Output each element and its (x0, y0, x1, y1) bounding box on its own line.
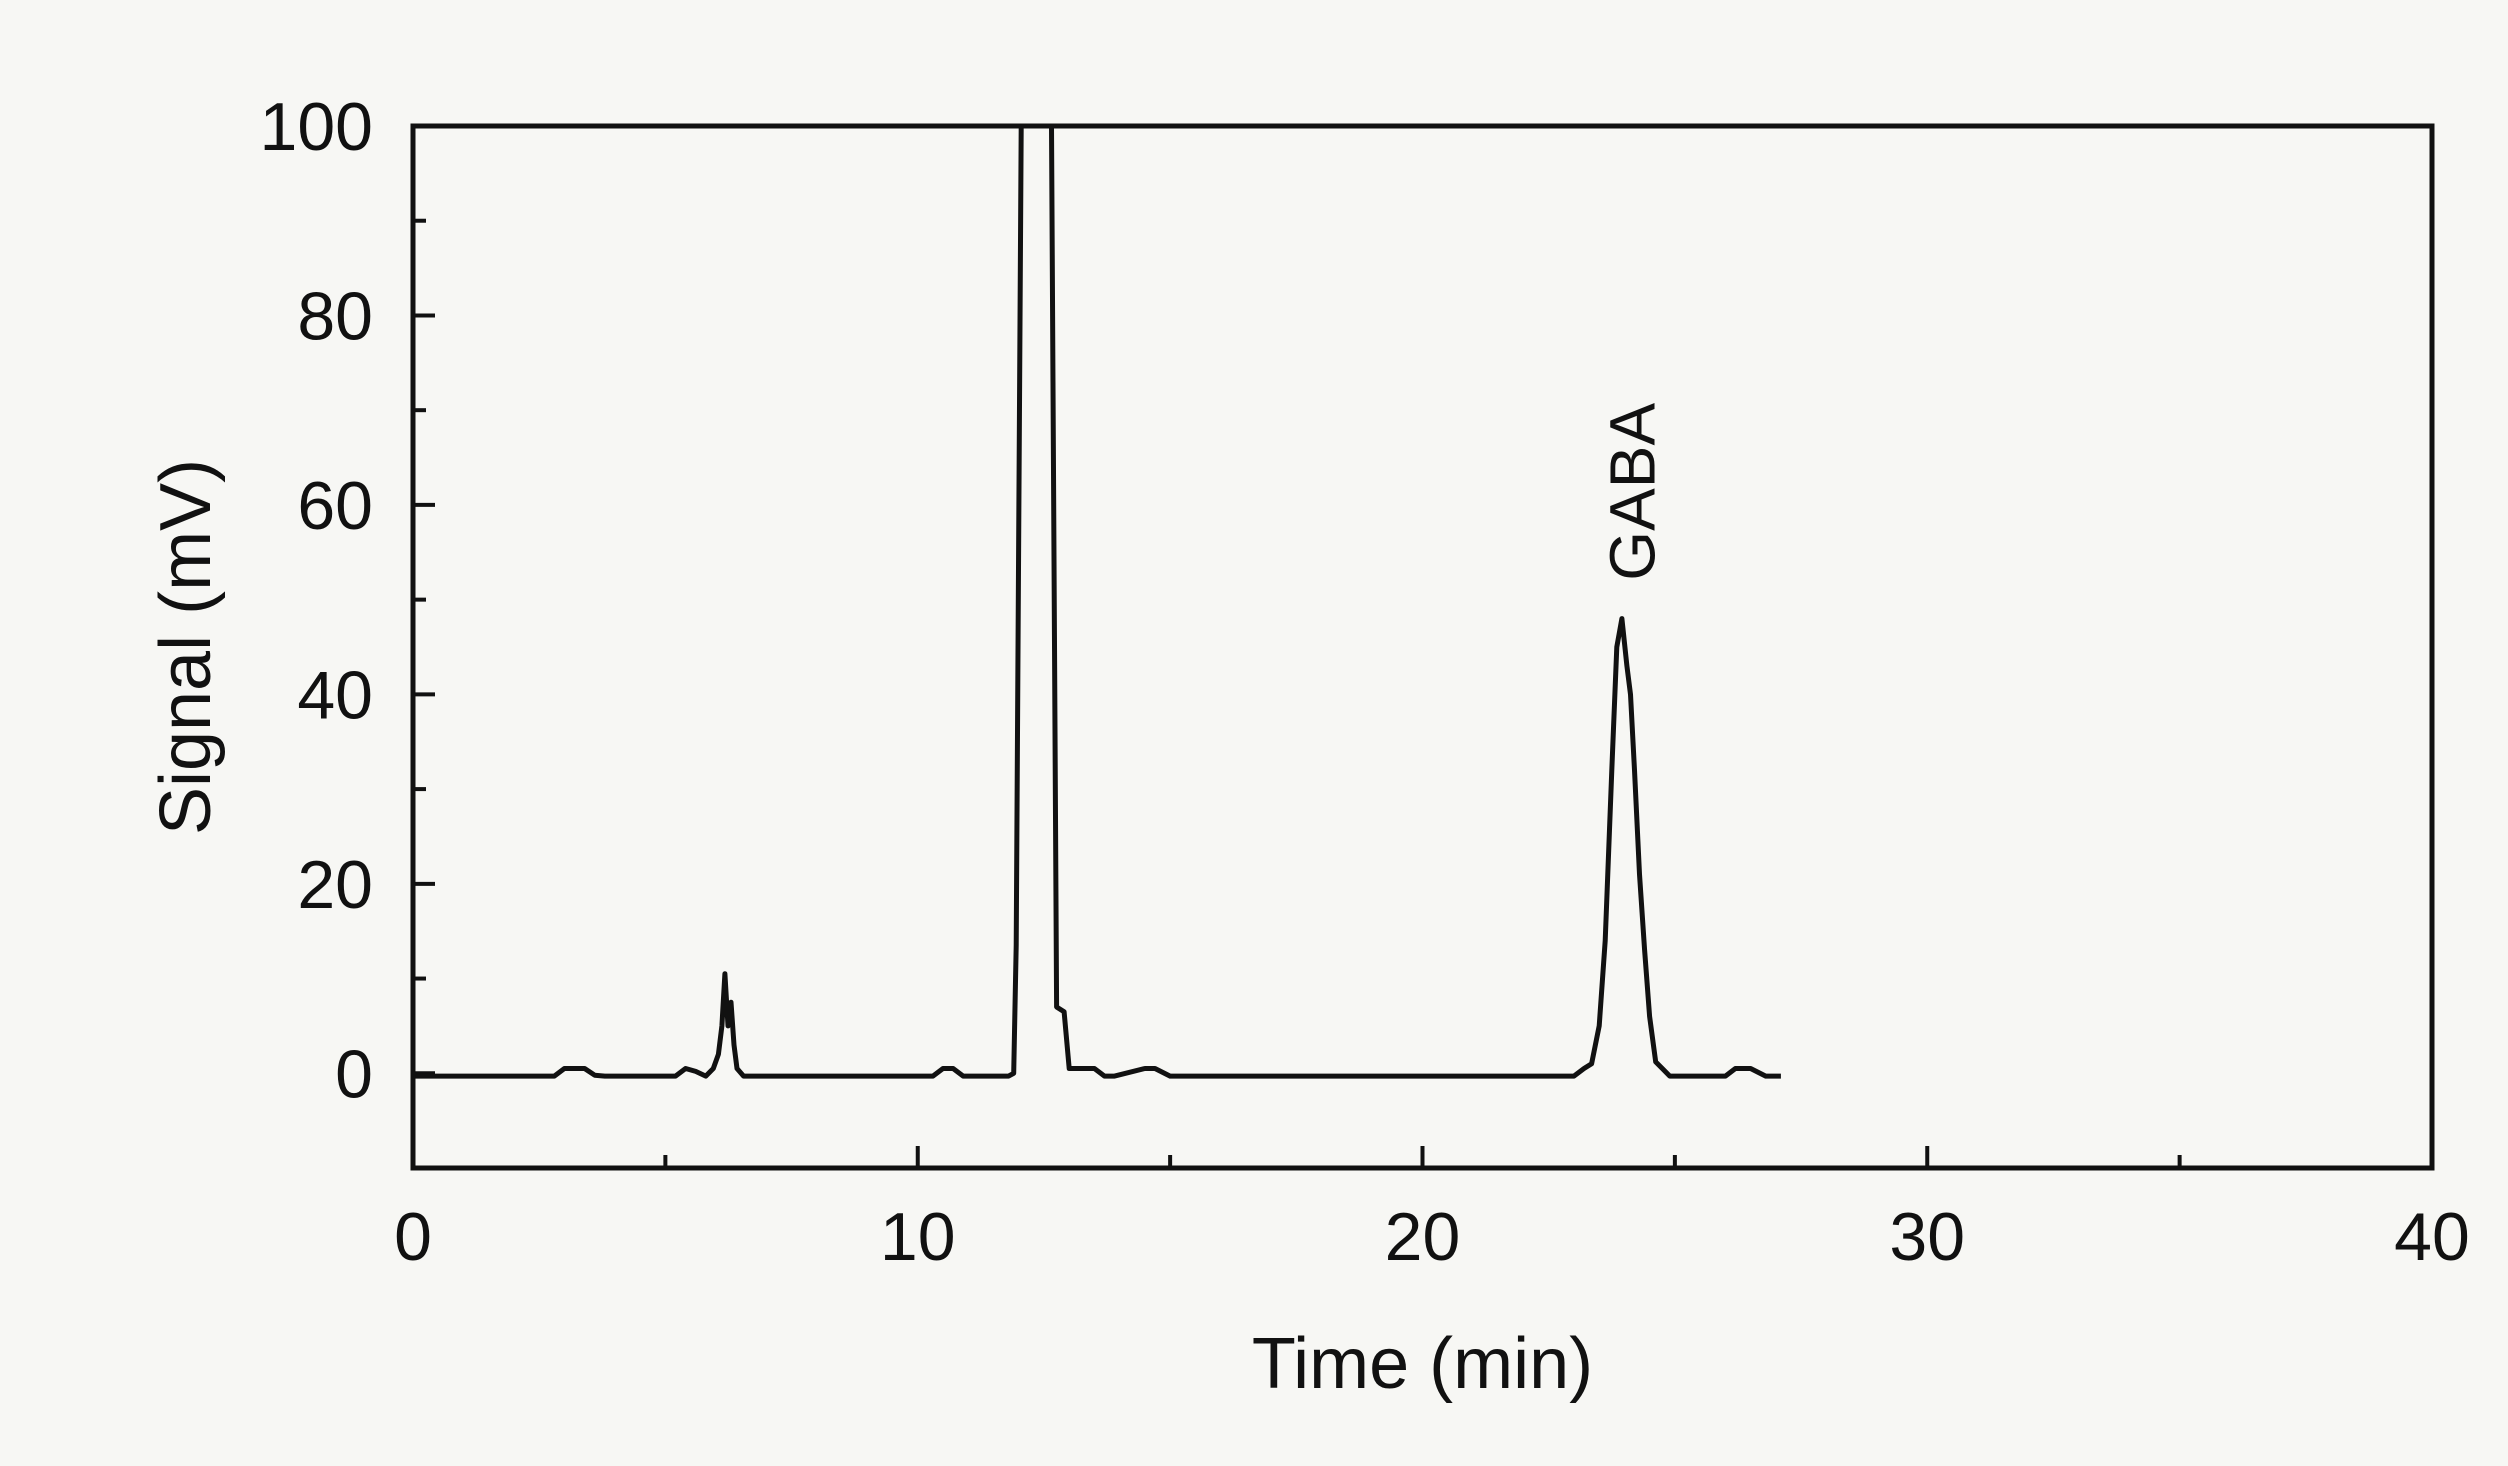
y-tick-label: 80 (297, 278, 373, 354)
y-tick-label: 60 (297, 468, 373, 544)
y-tick-label: 20 (297, 847, 373, 923)
x-tick-label: 20 (1385, 1199, 1461, 1275)
y-tick-label: 100 (260, 89, 373, 165)
gaba-peak-annotation: GABA (1596, 403, 1668, 581)
chromatogram-trace-0 (413, 123, 1781, 1079)
y-tick-label: 0 (335, 1036, 373, 1112)
x-tick-label: 40 (2394, 1199, 2470, 1275)
x-tick-label: 10 (880, 1199, 956, 1275)
x-tick-label: 0 (394, 1199, 432, 1275)
plot-frame (410, 123, 2435, 1171)
x-axis-title: Time (min) (1252, 1324, 1593, 1404)
y-axis-title: Signal (mV) (146, 459, 226, 835)
labels-layer: 0 10 20 30 40 0 20 40 60 80 100 (260, 89, 2470, 1275)
series-layer (413, 123, 1781, 1079)
x-tick-label: 30 (1889, 1199, 1965, 1275)
y-tick-label: 40 (297, 657, 373, 733)
